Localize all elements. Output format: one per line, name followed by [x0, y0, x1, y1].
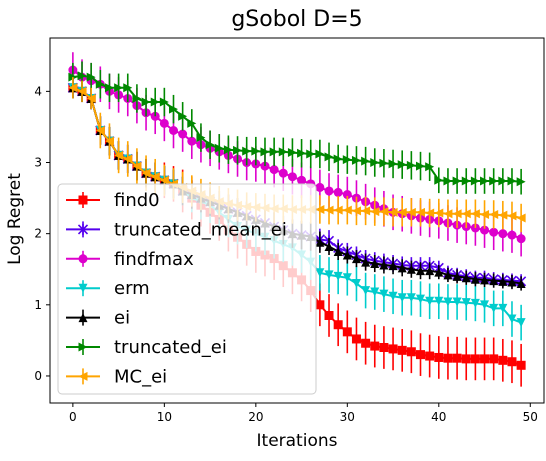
- data-point: [462, 354, 471, 363]
- legend-label: ei: [114, 308, 130, 329]
- data-point: [334, 320, 343, 329]
- legend-label: MC_ei: [114, 366, 167, 387]
- data-point: [315, 300, 324, 309]
- data-point: [407, 347, 416, 356]
- legend-label: findfmax: [114, 249, 194, 270]
- data-point: [398, 346, 407, 355]
- data-point: [325, 311, 334, 320]
- data-point: [187, 137, 196, 146]
- x-tick-label: 40: [431, 410, 446, 424]
- data-point: [480, 354, 489, 363]
- x-tick-label: 10: [157, 410, 172, 424]
- data-point: [489, 228, 498, 237]
- data-point: [443, 354, 452, 363]
- data-point: [379, 343, 388, 352]
- legend-marker: [79, 196, 88, 205]
- data-point: [498, 229, 507, 238]
- data-point: [517, 361, 526, 370]
- data-point: [361, 339, 370, 348]
- chart-title: gSobol D=5: [231, 7, 362, 32]
- x-tick-label: 20: [248, 410, 263, 424]
- data-point: [334, 188, 343, 197]
- data-point: [352, 334, 361, 343]
- data-point: [279, 169, 288, 178]
- data-point: [178, 130, 187, 139]
- data-point: [288, 172, 297, 181]
- legend-label: truncated_mean_ei: [114, 219, 287, 240]
- data-point: [325, 186, 334, 195]
- y-tick-label: 2: [34, 227, 42, 241]
- data-point: [453, 354, 462, 363]
- x-axis-label: Iterations: [257, 431, 338, 451]
- legend-label: truncated_ei: [114, 337, 227, 358]
- data-point: [498, 356, 507, 365]
- y-tick-label: 3: [34, 156, 42, 170]
- data-point: [389, 344, 398, 353]
- data-point: [471, 354, 480, 363]
- legend-marker: [79, 254, 88, 263]
- legend-label: erm: [114, 278, 150, 299]
- y-tick-label: 1: [34, 298, 42, 312]
- data-point: [160, 119, 169, 128]
- data-point: [270, 165, 279, 174]
- y-axis-label: Log Regret: [5, 173, 25, 265]
- data-point: [507, 357, 516, 366]
- data-point: [434, 353, 443, 362]
- data-point: [370, 342, 379, 351]
- data-point: [416, 350, 425, 359]
- x-tick-label: 50: [523, 410, 538, 424]
- data-point: [297, 176, 306, 185]
- legend: find0 truncated_mean_ei findfmax erm ei trunc…: [58, 184, 316, 394]
- data-point: [507, 231, 516, 240]
- data-point: [343, 327, 352, 336]
- x-tick-label: 30: [340, 410, 355, 424]
- legend-label: find0: [114, 190, 160, 211]
- y-tick-label: 0: [34, 369, 42, 383]
- data-point: [489, 354, 498, 363]
- data-point: [425, 352, 434, 361]
- data-point: [315, 183, 324, 192]
- x-tick-label: 0: [69, 410, 77, 424]
- data-point: [517, 234, 526, 243]
- data-point: [169, 126, 178, 135]
- y-tick-label: 4: [34, 84, 42, 98]
